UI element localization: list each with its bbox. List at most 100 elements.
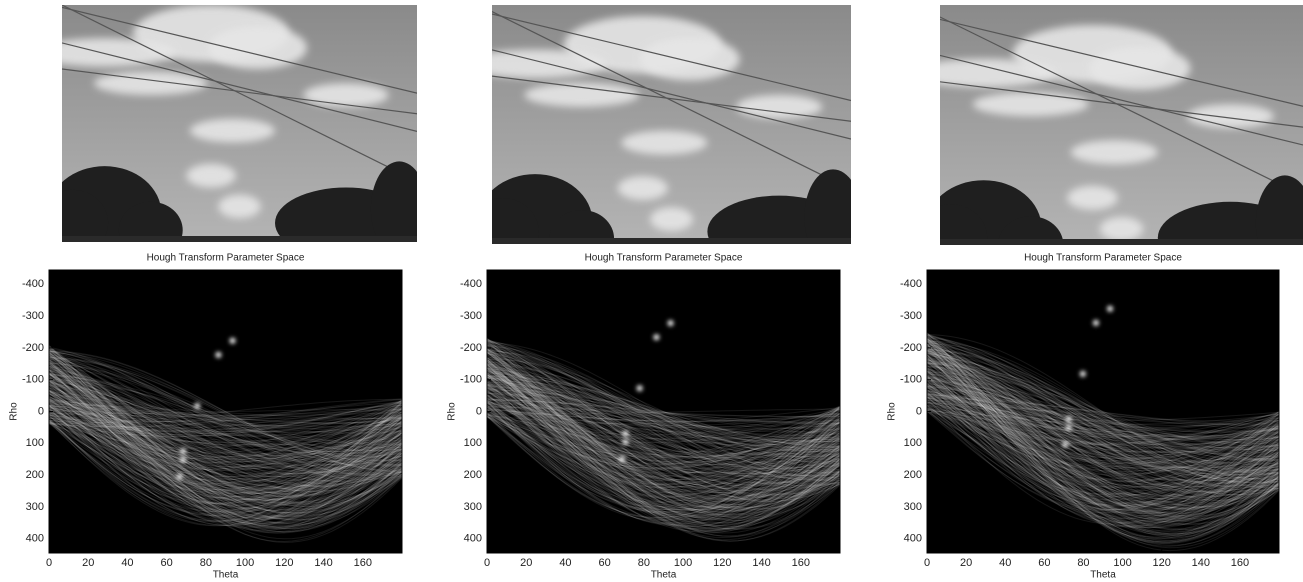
x-tick-label: 160 bbox=[792, 557, 810, 569]
cloud bbox=[34, 38, 176, 66]
y-axis-label: Rho bbox=[447, 402, 458, 421]
peak bbox=[653, 334, 659, 340]
y-tick-label: -300 bbox=[900, 310, 922, 322]
chart-title: Hough Transform Parameter Space bbox=[147, 253, 305, 264]
heatmap-image bbox=[487, 270, 840, 553]
tree bbox=[119, 202, 183, 259]
cloud bbox=[621, 131, 707, 155]
cloud bbox=[736, 95, 822, 119]
tree bbox=[37, 190, 108, 256]
y-tick-label: 400 bbox=[904, 533, 922, 545]
x-tick-label: 160 bbox=[1231, 557, 1249, 569]
x-tick-label: 20 bbox=[82, 557, 94, 569]
x-tick-label: 60 bbox=[599, 557, 611, 569]
x-tick-label: 0 bbox=[484, 557, 490, 569]
peak bbox=[230, 338, 236, 344]
x-tick-label: 100 bbox=[236, 557, 254, 569]
y-tick-label: 100 bbox=[464, 437, 482, 449]
x-tick-label: 20 bbox=[520, 557, 532, 569]
cloud bbox=[1187, 104, 1274, 128]
x-tick-label: 40 bbox=[559, 557, 571, 569]
peak bbox=[177, 474, 183, 480]
peak bbox=[1062, 442, 1068, 448]
y-tick-label: 300 bbox=[26, 501, 44, 513]
cloud bbox=[463, 49, 607, 78]
y-tick-label: 200 bbox=[464, 469, 482, 481]
y-tick-label: -300 bbox=[460, 310, 482, 322]
y-tick-label: 400 bbox=[26, 533, 44, 545]
cloud bbox=[1071, 140, 1158, 164]
x-tick-label: 0 bbox=[924, 557, 930, 569]
photo bbox=[463, 5, 861, 270]
y-tick-label: 400 bbox=[464, 533, 482, 545]
y-tick-label: -400 bbox=[22, 278, 44, 290]
x-tick-label: 120 bbox=[713, 557, 731, 569]
ground bbox=[940, 239, 1303, 245]
cloud bbox=[618, 176, 668, 200]
x-tick-label: 40 bbox=[121, 557, 133, 569]
peak bbox=[1080, 371, 1086, 377]
cloud bbox=[1067, 186, 1118, 210]
peak bbox=[180, 448, 186, 454]
peak bbox=[1066, 416, 1072, 422]
y-tick-label: 300 bbox=[904, 501, 922, 513]
cloud bbox=[973, 92, 1089, 116]
photo bbox=[34, 5, 428, 261]
peak bbox=[215, 352, 221, 358]
x-tick-label: 140 bbox=[752, 557, 770, 569]
x-tick-label: 60 bbox=[161, 557, 173, 569]
cloud bbox=[1089, 47, 1191, 90]
x-tick-label: 80 bbox=[1077, 557, 1089, 569]
y-tick-label: -300 bbox=[22, 310, 44, 322]
y-tick-label: -200 bbox=[460, 342, 482, 354]
y-tick-label: 0 bbox=[476, 405, 482, 417]
cloud bbox=[1100, 217, 1144, 241]
y-tick-label: 0 bbox=[38, 405, 44, 417]
figure: Hough Transform Parameter Space 0 20 40 60 80… bbox=[0, 0, 1303, 582]
y-tick-label: -100 bbox=[460, 374, 482, 386]
x-tick-label: 100 bbox=[674, 557, 692, 569]
peak bbox=[1066, 425, 1072, 431]
tree bbox=[467, 198, 539, 265]
x-tick-label: 20 bbox=[960, 557, 972, 569]
x-tick-label: 40 bbox=[999, 557, 1011, 569]
cloud bbox=[303, 83, 388, 107]
x-tick-label: 140 bbox=[314, 557, 332, 569]
y-tick-label: -400 bbox=[900, 278, 922, 290]
peak bbox=[668, 320, 674, 326]
x-tick-label: 0 bbox=[46, 557, 52, 569]
peak bbox=[1107, 306, 1113, 312]
ground bbox=[62, 236, 417, 242]
tree bbox=[371, 161, 428, 256]
x-axis-label: Theta bbox=[651, 570, 677, 581]
cloud bbox=[186, 164, 236, 188]
heatmap-image bbox=[49, 270, 402, 553]
peak bbox=[619, 456, 625, 462]
cloud bbox=[639, 38, 740, 81]
chart-title: Hough Transform Parameter Space bbox=[1024, 253, 1182, 264]
ground bbox=[492, 238, 851, 244]
y-tick-label: -400 bbox=[460, 278, 482, 290]
y-tick-label: 200 bbox=[26, 469, 44, 481]
tree bbox=[915, 204, 988, 271]
x-tick-label: 100 bbox=[1113, 557, 1131, 569]
x-tick-label: 160 bbox=[354, 557, 372, 569]
peak bbox=[637, 385, 643, 391]
y-tick-label: 200 bbox=[904, 469, 922, 481]
peak bbox=[623, 431, 629, 437]
x-axis-label: Theta bbox=[213, 570, 239, 581]
y-tick-label: 300 bbox=[464, 501, 482, 513]
peak bbox=[194, 403, 200, 409]
cloud bbox=[524, 83, 639, 107]
peak bbox=[623, 439, 629, 445]
cloud bbox=[218, 195, 261, 219]
photo bbox=[911, 5, 1303, 276]
chart-title: Hough Transform Parameter Space bbox=[585, 253, 743, 264]
tree bbox=[804, 169, 861, 265]
x-tick-label: 120 bbox=[275, 557, 293, 569]
peak bbox=[1093, 320, 1099, 326]
y-tick-label: -200 bbox=[900, 342, 922, 354]
y-axis-label: Rho bbox=[887, 402, 898, 421]
cloud bbox=[190, 119, 275, 143]
y-tick-label: -100 bbox=[22, 374, 44, 386]
